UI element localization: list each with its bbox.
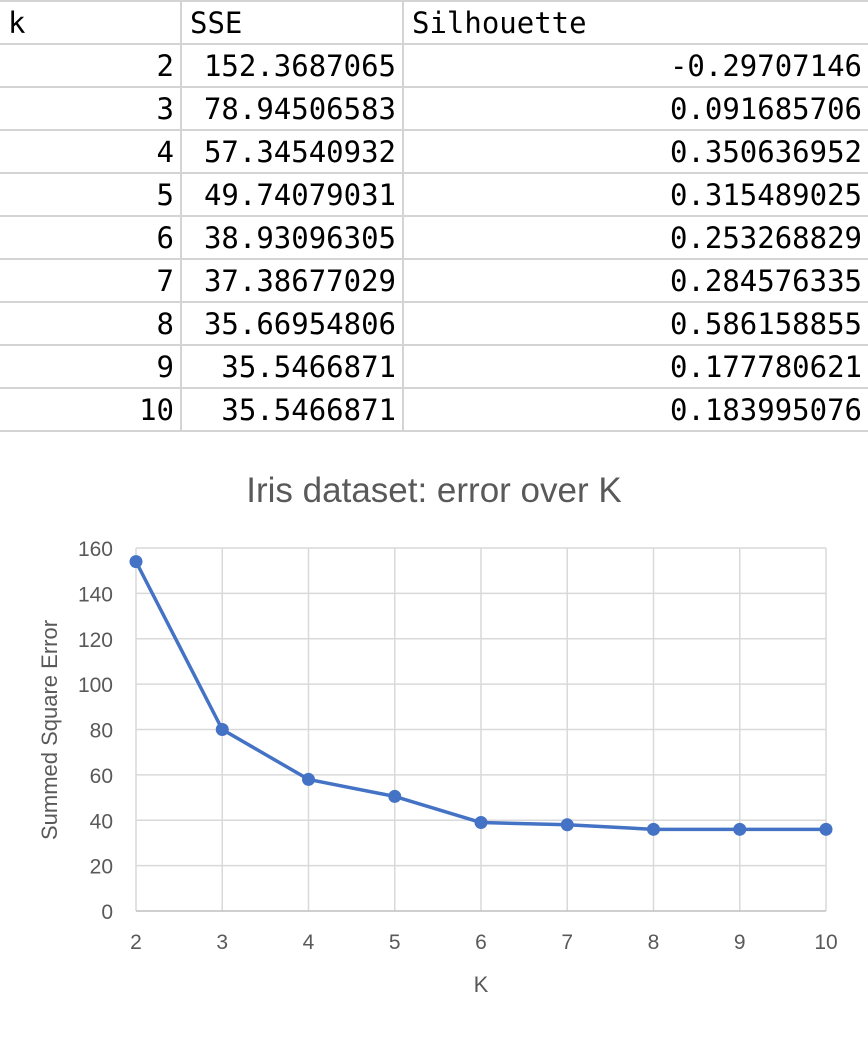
table-row: 4 57.34540932 0.350636952 [0,129,868,174]
x-tick-label: 7 [561,931,573,954]
y-tick-labels: 0 20 40 60 80 100 120 140 160 [78,538,113,924]
header-sse[interactable]: SSE [180,0,404,45]
cell-silhouette[interactable]: 0.177780621 [402,344,868,389]
cell-k[interactable]: 2 [0,43,182,88]
cell-k[interactable]: 8 [0,301,182,346]
cell-sse[interactable]: 35.5466871 [180,344,404,389]
cell-silhouette[interactable]: 0.284576335 [402,258,868,303]
y-tick-label: 140 [78,583,113,606]
x-tick-labels: 2 3 4 5 6 7 8 9 10 [130,931,838,954]
data-point [733,822,747,836]
data-point [215,723,229,736]
x-tick-label: 4 [303,931,315,954]
header-row: k SSE Silhouette [0,0,868,45]
cell-k[interactable]: 3 [0,86,182,131]
table-row: 2 152.3687065 -0.29707146 [0,43,868,88]
table-row: 9 35.5466871 0.177780621 [0,344,868,389]
gridlines [135,547,827,911]
x-tick-label: 5 [389,931,401,954]
data-point [302,772,315,786]
table-row: 10 35.5466871 0.183995076 [0,387,868,432]
cell-silhouette[interactable]: 0.091685706 [402,86,868,131]
header-k[interactable]: k [0,0,182,45]
y-axis-label: Summed Square Error [37,620,62,840]
cell-sse[interactable]: 35.5466871 [180,387,404,432]
table-row: 7 37.38677029 0.284576335 [0,258,868,303]
table-row: 6 38.93096305 0.253268829 [0,215,868,260]
x-axis-label: K [474,972,489,997]
cell-silhouette[interactable]: 0.350636952 [402,129,868,174]
cell-silhouette[interactable]: -0.29707146 [402,43,868,88]
cell-k[interactable]: 7 [0,258,182,303]
cell-k[interactable]: 6 [0,215,182,260]
x-tick-label: 9 [734,931,746,954]
table-row: 5 49.74079031 0.315489025 [0,172,868,217]
cell-silhouette[interactable]: 0.315489025 [402,172,868,217]
data-series [129,555,833,836]
chart-title: Iris dataset: error over K [246,471,621,510]
cell-k[interactable]: 10 [0,387,182,432]
table-row: 8 35.66954806 0.586158855 [0,301,868,346]
table-row: 3 78.94506583 0.091685706 [0,86,868,131]
sse-line-chart: Iris dataset: error over K 0 20 40 60 80 100 1… [0,441,868,1034]
header-silhouette[interactable]: Silhouette [402,0,868,45]
data-point [474,816,488,830]
cell-sse[interactable]: 152.3687065 [180,43,404,88]
y-tick-label: 0 [101,901,113,924]
x-tick-label: 6 [475,931,487,954]
y-tick-label: 100 [78,674,113,697]
cell-silhouette[interactable]: 0.586158855 [402,301,868,346]
y-tick-label: 40 [90,810,113,833]
y-tick-label: 120 [78,629,113,652]
x-tick-label: 8 [648,931,660,954]
x-tick-label: 2 [130,931,142,954]
cell-sse[interactable]: 38.93096305 [180,215,404,260]
cell-k[interactable]: 5 [0,172,182,217]
cell-sse[interactable]: 57.34540932 [180,129,404,174]
cell-sse[interactable]: 49.74079031 [180,172,404,217]
x-tick-label: 3 [216,931,228,954]
x-tick-label: 10 [814,931,837,954]
cell-k[interactable]: 4 [0,129,182,174]
cell-silhouette[interactable]: 0.253268829 [402,215,868,260]
data-point [819,822,833,836]
cell-sse[interactable]: 35.66954806 [180,301,404,346]
y-tick-label: 160 [78,538,113,561]
data-point [388,789,402,803]
data-point [560,818,574,832]
y-tick-label: 60 [90,765,113,788]
data-point [129,555,143,569]
spreadsheet-table: k SSE Silhouette 2 152.3687065 -0.29707146… [0,0,868,441]
cell-sse[interactable]: 78.94506583 [180,86,404,131]
cell-silhouette[interactable]: 0.183995076 [402,387,868,432]
chart-canvas: Iris dataset: error over K 0 20 40 60 80 100 1… [37,471,838,997]
cell-k[interactable]: 9 [0,344,182,389]
data-point [647,822,660,836]
y-tick-label: 80 [90,720,113,743]
y-tick-label: 20 [90,856,113,879]
cell-sse[interactable]: 37.38677029 [180,258,404,303]
